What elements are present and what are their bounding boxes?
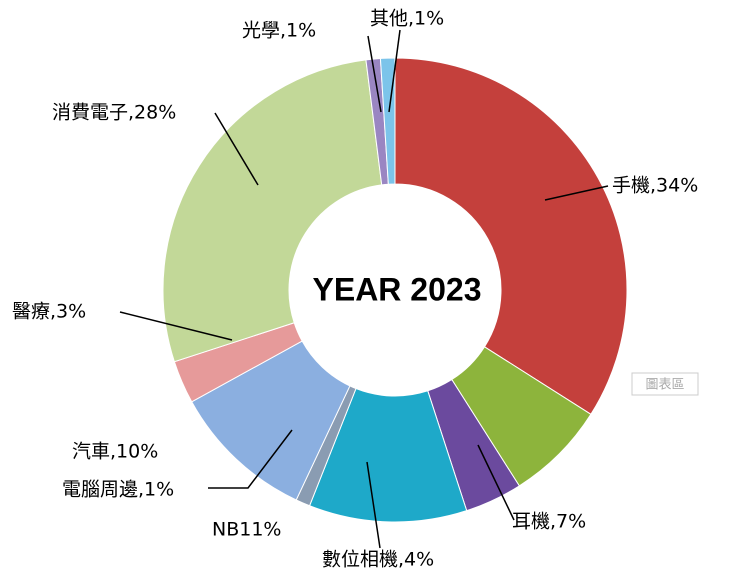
slice-label: 數位相機,4% <box>322 549 434 571</box>
chart-title: YEAR 2023 <box>313 271 482 307</box>
leader-line <box>366 461 381 549</box>
slice-label: 汽車,10% <box>72 441 158 463</box>
slice-label: 其他,1% <box>370 8 444 30</box>
slice-label: 醫療,3% <box>12 301 86 323</box>
slice-label: 電腦周邊,1% <box>62 479 174 501</box>
slice-label: NB11% <box>212 519 281 541</box>
tooltip: 圖表區 <box>645 378 684 393</box>
tooltip-box <box>631 372 699 396</box>
leader-line <box>367 35 382 113</box>
leader-line <box>208 429 293 489</box>
leader-line <box>388 29 401 113</box>
leader-line <box>477 444 515 521</box>
donut-slice <box>162 59 383 363</box>
leader-line <box>544 185 609 201</box>
leader-line <box>119 311 233 341</box>
slice-label: 耳機,7% <box>512 511 586 533</box>
donut-slice <box>394 57 628 416</box>
leader-line <box>214 112 259 186</box>
slice-label: 手機,34% <box>612 175 698 197</box>
slice-label: 消費電子,28% <box>52 102 176 124</box>
slice-label: 光學,1% <box>242 20 316 42</box>
